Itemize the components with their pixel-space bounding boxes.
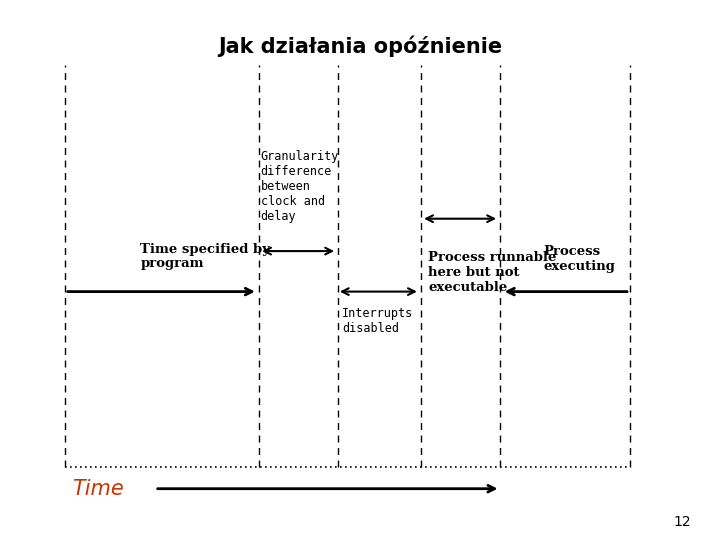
Text: Time specified by
program: Time specified by program: [140, 242, 271, 271]
Text: Time: Time: [72, 478, 124, 499]
Text: Process
executing: Process executing: [544, 245, 616, 273]
Text: Granularity
difference
between
clock and
delay: Granularity difference between clock and…: [261, 150, 339, 223]
Text: Process runnable
here but not
executable: Process runnable here but not executable: [428, 251, 557, 294]
Text: 12: 12: [674, 515, 691, 529]
Text: Jak działania opóźnienie: Jak działania opóźnienie: [218, 35, 502, 57]
Text: Interrupts
disabled: Interrupts disabled: [342, 307, 413, 335]
